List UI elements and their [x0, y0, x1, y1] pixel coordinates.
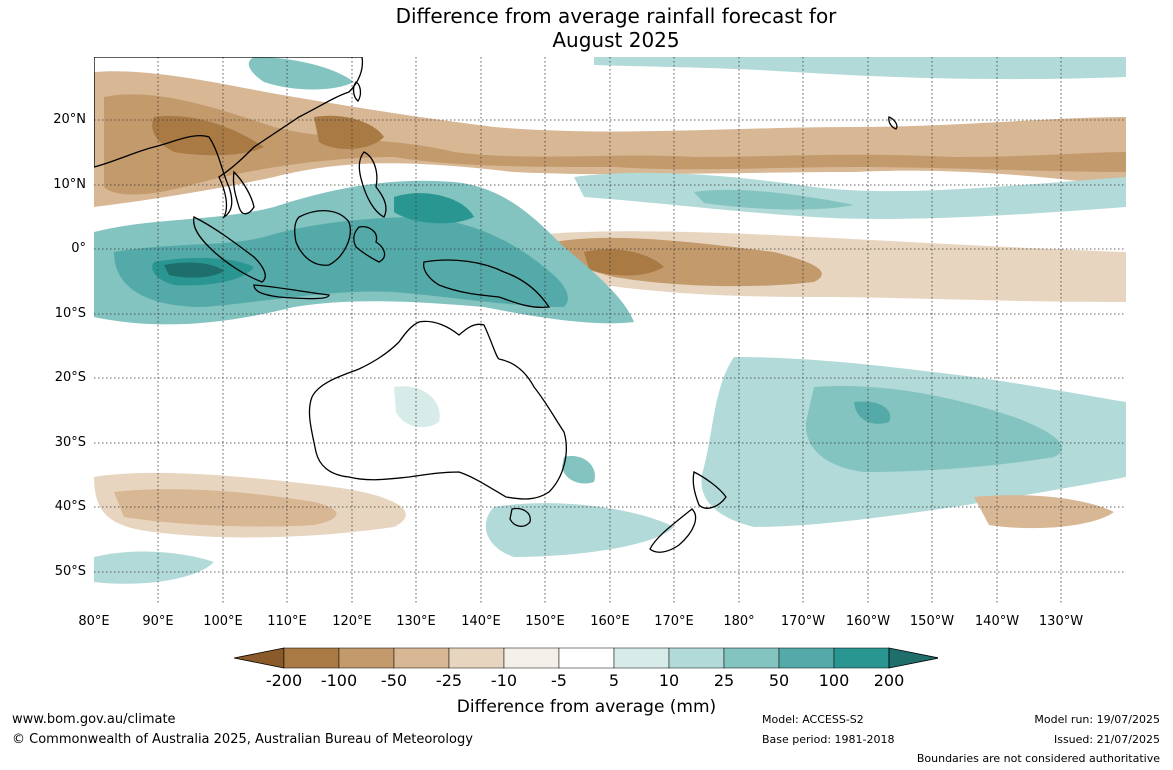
lat-label-20s: 20°S: [54, 370, 86, 385]
rainfall-anomaly-shading: [94, 57, 1126, 584]
colorbar-tick: -200: [265, 671, 303, 690]
issued-date: Issued: 21/07/2025: [1053, 733, 1160, 746]
lon-label-150w: 150°W: [909, 614, 955, 629]
colorbar-tick: 50: [768, 671, 790, 690]
colorbar-cells: [234, 647, 938, 669]
rainfall-anomaly-map: [94, 57, 1126, 604]
copyright-text: © Commonwealth of Australia 2025, Austra…: [12, 732, 473, 747]
lon-label-90e: 90°E: [142, 614, 174, 629]
colorbar-tick: 5: [608, 671, 620, 690]
colorbar: [234, 647, 938, 669]
colorbar-tick: 25: [713, 671, 735, 690]
colorbar-tick: -25: [435, 671, 463, 690]
lat-label-20n: 20°N: [53, 112, 86, 127]
colorbar-cell: [503, 647, 560, 669]
lat-label-30s: 30°S: [54, 435, 86, 450]
lat-label-50s: 50°S: [54, 564, 86, 579]
colorbar-cell: [338, 647, 395, 669]
colorbar-cell: [558, 647, 615, 669]
colorbar-cell: [613, 647, 670, 669]
lat-label-0: 0°: [71, 241, 86, 256]
model-run-date: Model run: 19/07/2025: [1034, 713, 1160, 726]
lon-label-130w: 130°W: [1038, 614, 1084, 629]
colorbar-tick: 200: [873, 671, 905, 690]
lon-label-170e: 170°E: [654, 614, 694, 629]
colorbar-cell: [833, 647, 890, 669]
map-title-line2: August 2025: [552, 28, 680, 52]
source-url: www.bom.gov.au/climate: [12, 712, 176, 727]
lon-label-140w: 140°W: [974, 614, 1020, 629]
lat-label-10n: 10°N: [53, 177, 86, 192]
lon-label-170w: 170°W: [780, 614, 826, 629]
lon-label-160w: 160°W: [845, 614, 891, 629]
colorbar-cell: [668, 647, 725, 669]
lon-label-150e: 150°E: [525, 614, 565, 629]
colorbar-cell: [393, 647, 450, 669]
colorbar-tick: 10: [658, 671, 680, 690]
colorbar-cell: [723, 647, 780, 669]
map-title-line1: Difference from average rainfall forecas…: [395, 4, 837, 28]
lon-label-180: 180°: [723, 614, 755, 629]
lon-label-160e: 160°E: [590, 614, 630, 629]
colorbar-tick: 100: [818, 671, 850, 690]
lat-label-40s: 40°S: [54, 499, 86, 514]
colorbar-tick: -100: [320, 671, 358, 690]
colorbar-cell: [778, 647, 835, 669]
colorbar-arrow-high: [888, 647, 938, 669]
map-title: Difference from average rainfall forecas…: [0, 4, 1173, 52]
base-period: Base period: 1981-2018: [762, 733, 895, 746]
map-gridlines: [94, 57, 1126, 604]
colorbar-cell: [283, 647, 340, 669]
lon-label-100e: 100°E: [203, 614, 243, 629]
colorbar-cell: [448, 647, 505, 669]
colorbar-arrow-low: [234, 647, 285, 669]
map-canvas: [94, 57, 1126, 604]
colorbar-label: Difference from average (mm): [456, 697, 717, 717]
colorbar-tick: -50: [380, 671, 408, 690]
colorbar-tick: -10: [490, 671, 518, 690]
model-name: Model: ACCESS-S2: [762, 713, 864, 726]
lon-label-80e: 80°E: [78, 614, 110, 629]
lon-label-130e: 130°E: [396, 614, 436, 629]
lat-label-10s: 10°S: [54, 306, 86, 321]
coastlines: [94, 57, 898, 553]
colorbar-tick: -5: [551, 671, 567, 690]
lon-label-120e: 120°E: [332, 614, 372, 629]
lon-label-140e: 140°E: [461, 614, 501, 629]
lon-label-110e: 110°E: [267, 614, 307, 629]
boundaries-disclaimer: Boundaries are not considered authoritat…: [916, 752, 1160, 765]
